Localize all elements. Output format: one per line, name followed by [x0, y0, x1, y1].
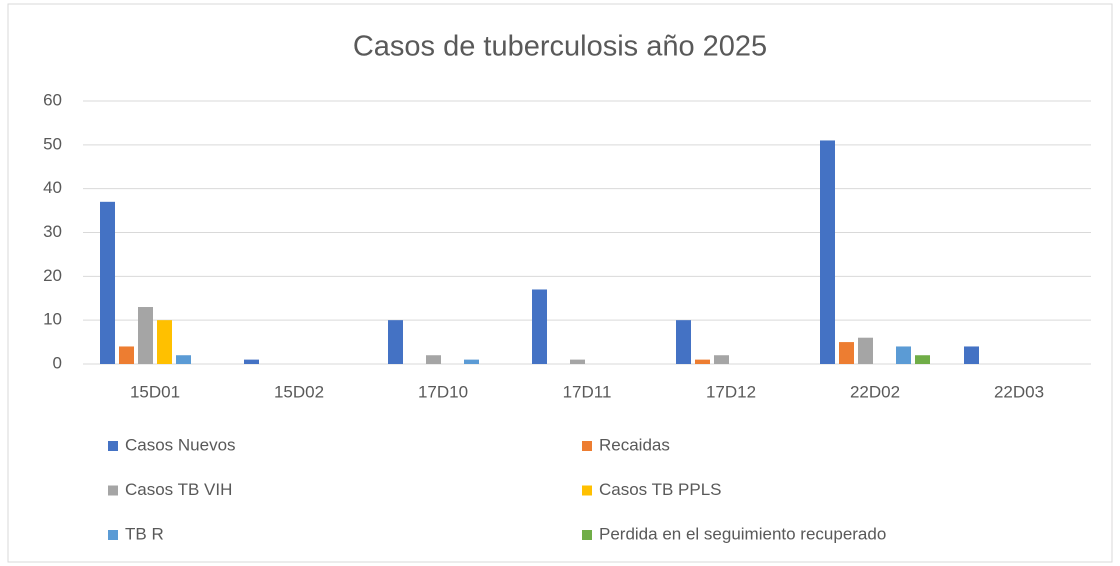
bar	[839, 342, 854, 364]
y-tick-label: 40	[43, 178, 62, 197]
legend-swatch	[108, 485, 118, 496]
x-tick-label: 15D02	[274, 382, 324, 401]
bar	[714, 355, 729, 364]
bar	[244, 359, 259, 364]
bar	[676, 320, 691, 364]
x-tick-label: 22D02	[850, 382, 900, 401]
legend-swatch	[108, 530, 118, 540]
x-tick-label: 17D11	[563, 382, 612, 401]
x-tick-label: 17D10	[418, 382, 468, 401]
chart-title: Casos de tuberculosis año 2025	[353, 31, 767, 63]
bar	[157, 320, 172, 364]
bar	[964, 346, 979, 364]
bar	[464, 359, 479, 364]
bar	[570, 359, 585, 364]
x-tick-label: 22D03	[994, 382, 1044, 401]
legend-label: TB R	[125, 524, 164, 543]
x-tick-label: 15D01	[130, 382, 180, 401]
y-tick-label: 60	[43, 90, 62, 109]
bar	[119, 346, 134, 364]
bar	[532, 289, 547, 364]
bar	[858, 337, 873, 364]
legend-label: Perdida en el seguimiento recuperado	[599, 524, 886, 543]
legend-label: Casos TB PPLS	[599, 480, 722, 499]
bar	[388, 320, 403, 364]
bar	[100, 201, 115, 364]
legend-label: Recaidas	[599, 435, 670, 454]
x-tick-label: 17D12	[706, 382, 756, 401]
bar	[426, 355, 441, 364]
y-tick-label: 50	[43, 134, 62, 153]
legend-swatch	[582, 530, 592, 540]
bar	[138, 307, 153, 364]
legend-swatch	[582, 441, 592, 451]
legend-swatch	[582, 485, 592, 496]
legend-label: Casos Nuevos	[125, 435, 236, 454]
bar	[820, 140, 835, 364]
bar	[915, 355, 930, 364]
bar	[695, 359, 710, 364]
chart-frame	[7, 3, 1113, 563]
y-tick-label: 0	[53, 353, 62, 372]
bar	[896, 346, 911, 364]
legend-swatch	[108, 441, 118, 451]
bar	[176, 355, 191, 364]
legend-label: Casos TB VIH	[125, 480, 232, 499]
y-tick-label: 10	[43, 310, 62, 329]
y-tick-label: 20	[43, 266, 62, 285]
y-tick-label: 30	[43, 222, 62, 241]
